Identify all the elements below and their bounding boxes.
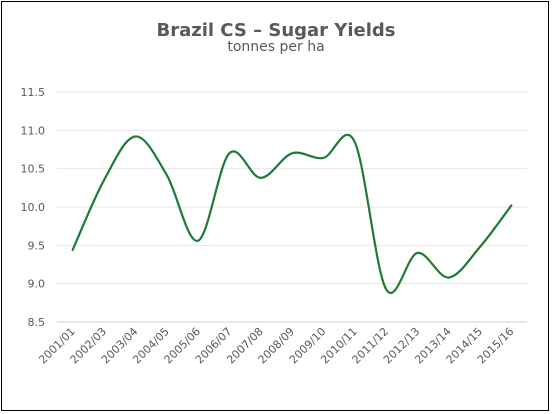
x-axis-ticks: 2001/012002/032003/042004/052005/062006/… (36, 325, 516, 367)
data-point (132, 133, 138, 139)
gridlines (57, 91, 527, 323)
data-point (164, 172, 170, 178)
y-tick-label: 11.0 (21, 124, 46, 137)
y-tick-label: 8.5 (28, 316, 46, 329)
data-point (320, 155, 326, 161)
data-point (289, 150, 295, 156)
series-layer (70, 133, 514, 294)
data-point (101, 177, 107, 183)
y-tick-label: 10.0 (21, 201, 46, 214)
data-point (226, 150, 232, 156)
data-point (508, 202, 514, 208)
data-point (352, 139, 358, 145)
y-tick-label: 10.5 (21, 163, 46, 176)
series-line (71, 133, 513, 294)
data-point (383, 286, 389, 292)
chart-subtitle: tonnes per ha (227, 39, 325, 55)
y-tick-label: 9.5 (28, 239, 46, 252)
y-axis-ticks: 8.5 9.0 9.5 10.0 10.5 11.0 11.5 (21, 86, 46, 329)
data-point (446, 275, 452, 281)
data-point (195, 238, 201, 244)
y-tick-label: 9.0 (28, 278, 46, 291)
data-point (414, 250, 420, 256)
data-point (477, 244, 483, 250)
y-tick-label: 11.5 (21, 86, 46, 99)
data-point (258, 175, 264, 181)
chart-title: Brazil CS – Sugar Yields (156, 20, 396, 41)
data-point (70, 247, 76, 253)
